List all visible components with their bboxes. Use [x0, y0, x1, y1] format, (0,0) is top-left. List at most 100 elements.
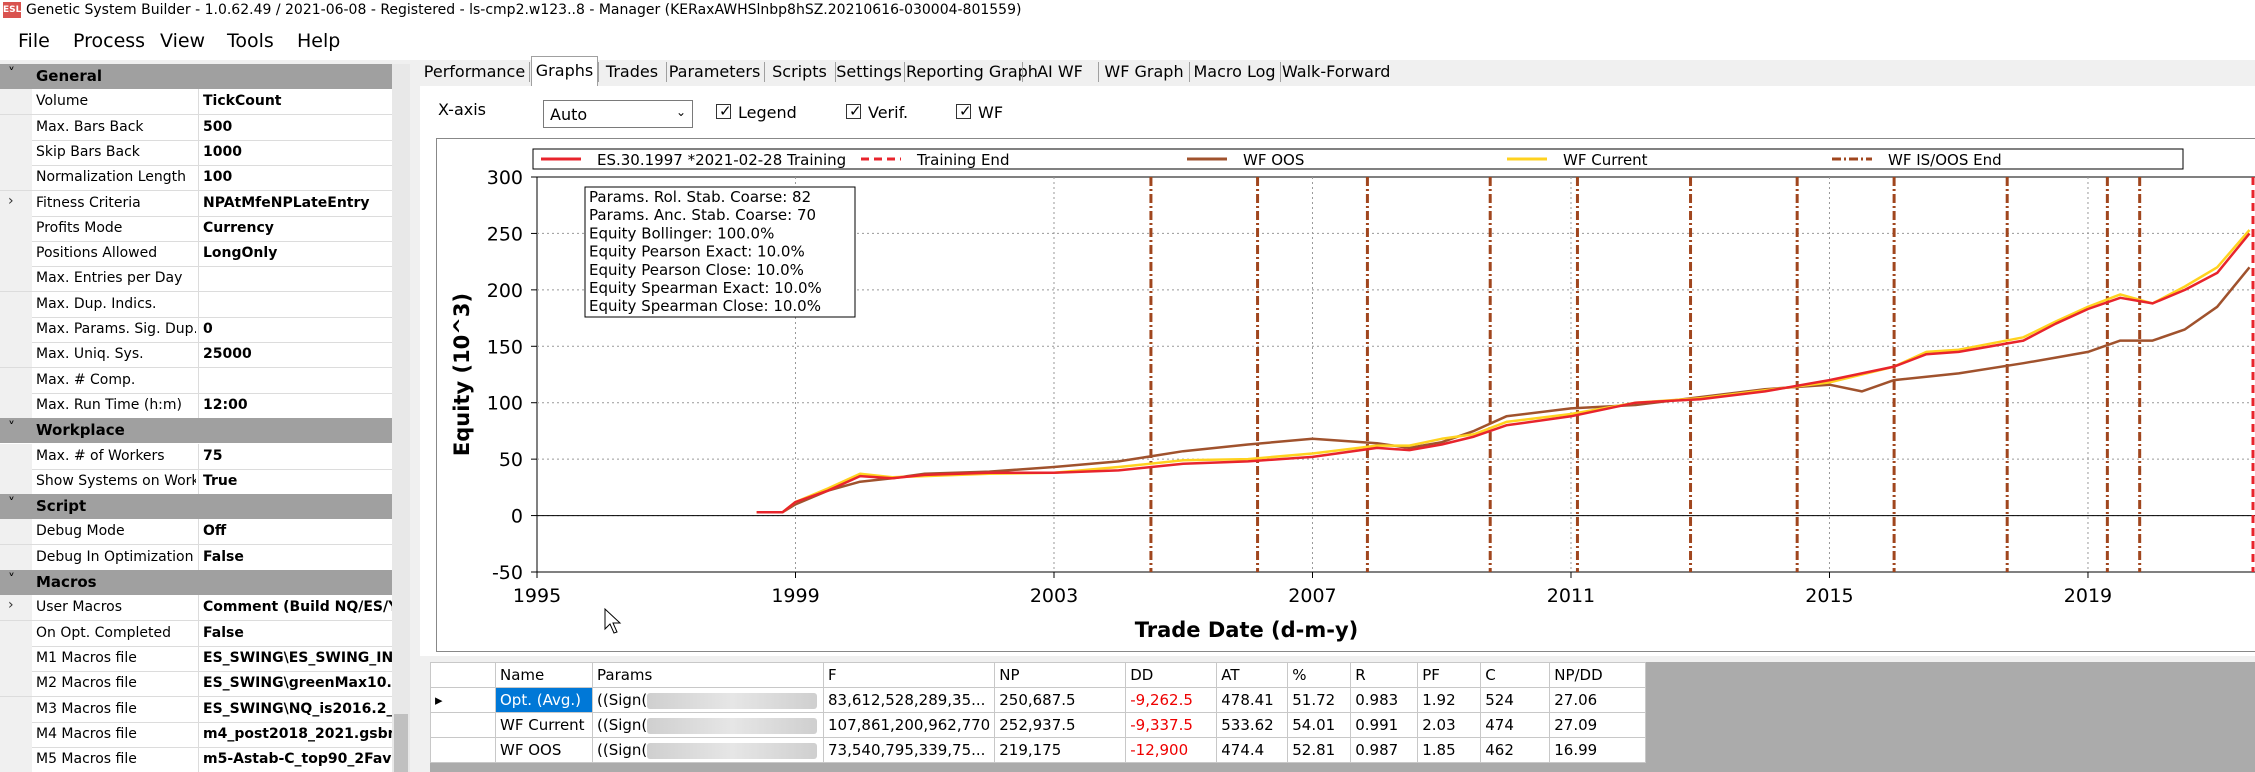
property-row[interactable]: › Fitness Criteria NPAtMfeNPLateEntry: [0, 190, 392, 217]
property-row[interactable]: Max. Dup. Indics.: [0, 291, 392, 318]
table-row[interactable]: WF OOS ((Sign(73,540,795,339,75... 219,175…: [430, 737, 1647, 763]
property-row[interactable]: On Opt. Completed False: [0, 620, 392, 647]
cell-name[interactable]: WF OOS: [495, 737, 593, 763]
tab-wf-graph[interactable]: WF Graph: [1104, 62, 1184, 81]
property-row[interactable]: M1 Macros file ES_SWING\ES_SWING_IN: [0, 645, 392, 672]
column-header[interactable]: NP: [994, 662, 1127, 688]
property-row[interactable]: Max. Uniq. Sys. 25000: [0, 342, 392, 369]
property-row[interactable]: Skip Bars Back 1000: [0, 139, 392, 166]
chevron-down-icon[interactable]: ˅: [8, 496, 15, 513]
tab-macro-log[interactable]: Macro Log: [1193, 62, 1276, 81]
cell-c[interactable]: 524: [1480, 687, 1551, 713]
property-row[interactable]: Debug In Optimization False: [0, 544, 392, 571]
property-row[interactable]: Max. Params. Sig. Dup. 0: [0, 317, 392, 343]
tab-scripts[interactable]: Scripts: [772, 62, 827, 81]
cell-f[interactable]: 83,612,528,289,35...: [822, 687, 996, 713]
property-value[interactable]: m4_post2018_2021.gsbm: [198, 721, 392, 747]
cell-r[interactable]: 0.987: [1350, 737, 1419, 763]
menu-help[interactable]: Help: [297, 30, 341, 52]
cell-f[interactable]: 73,540,795,339,75...: [822, 737, 996, 763]
cell-c[interactable]: 474: [1480, 712, 1551, 738]
category-workplace[interactable]: ˅ Workplace: [0, 418, 392, 444]
column-header[interactable]: R: [1350, 662, 1419, 688]
property-row[interactable]: Positions Allowed LongOnly: [0, 241, 392, 268]
property-row[interactable]: Normalization Length 100: [0, 165, 392, 192]
column-header[interactable]: PF: [1417, 662, 1482, 688]
property-row[interactable]: M4 Macros file m4_post2018_2021.gsbm: [0, 721, 392, 748]
property-value[interactable]: ES_SWING\greenMax10.g: [198, 671, 392, 697]
property-value[interactable]: True: [198, 468, 392, 494]
property-value[interactable]: False: [198, 620, 392, 646]
property-value[interactable]: [198, 291, 392, 317]
column-header[interactable]: NP/DD: [1549, 662, 1647, 688]
cell-at[interactable]: 474.4: [1216, 737, 1289, 763]
property-value[interactable]: 12:00: [198, 392, 392, 418]
menu-tools[interactable]: Tools: [227, 30, 274, 52]
property-row[interactable]: M2 Macros file ES_SWING\greenMax10.g: [0, 671, 392, 698]
property-row[interactable]: Debug Mode Off: [0, 519, 392, 546]
cell-npdd[interactable]: 27.06: [1549, 687, 1647, 713]
cell-f[interactable]: 107,861,200,962,770: [822, 712, 996, 738]
property-row[interactable]: M5 Macros file m5-Astab-C_top90_2FavD: [0, 747, 392, 772]
cell-pf[interactable]: 1.85: [1417, 737, 1482, 763]
property-value[interactable]: 0: [198, 317, 392, 342]
chevron-right-icon[interactable]: ›: [8, 597, 14, 614]
column-header[interactable]: AT: [1216, 662, 1289, 688]
cell-dd[interactable]: -12,900: [1125, 737, 1218, 763]
tab-walk-forward[interactable]: Walk-Forward: [1282, 62, 1391, 81]
cell-at[interactable]: 533.62: [1216, 712, 1289, 738]
property-value[interactable]: 75: [198, 443, 392, 469]
property-grid-scrollbar[interactable]: [392, 64, 410, 772]
column-header[interactable]: %: [1287, 662, 1352, 688]
chevron-down-icon[interactable]: ˅: [8, 66, 15, 82]
cell-np[interactable]: 252,937.5: [994, 712, 1127, 738]
cell-params[interactable]: ((Sign(: [592, 737, 824, 763]
cell-pf[interactable]: 1.92: [1417, 687, 1482, 713]
cell-c[interactable]: 462: [1480, 737, 1551, 763]
tab-performance[interactable]: Performance: [423, 62, 526, 81]
property-row[interactable]: Max. Run Time (h:m) 12:00: [0, 392, 392, 419]
cell-at[interactable]: 478.41: [1216, 687, 1289, 713]
cell-dd[interactable]: -9,262.5: [1125, 687, 1218, 713]
property-value[interactable]: Comment (Build NQ/ES/Y: [198, 595, 392, 621]
tab-reporting-graph[interactable]: Reporting Graph: [906, 62, 1038, 81]
property-value[interactable]: ES_SWING\ES_SWING_IN: [198, 645, 392, 671]
tab-ai-wf[interactable]: AI WF: [1037, 62, 1083, 81]
property-value[interactable]: m5-Astab-C_top90_2FavD: [198, 747, 392, 772]
column-header[interactable]: DD: [1125, 662, 1218, 688]
cell-np[interactable]: 219,175: [994, 737, 1127, 763]
property-value[interactable]: Currency: [198, 215, 392, 241]
property-row[interactable]: Max. # of Workers 75: [0, 443, 392, 470]
table-row[interactable]: WF Current ((Sign(107,861,200,962,770 252,…: [430, 712, 1647, 738]
property-value[interactable]: LongOnly: [198, 241, 392, 267]
tab-trades[interactable]: Trades: [605, 62, 659, 81]
tab-settings[interactable]: Settings: [836, 62, 902, 81]
property-value[interactable]: TickCount: [198, 89, 392, 115]
property-row[interactable]: › User Macros Comment (Build NQ/ES/Y: [0, 595, 392, 622]
column-header[interactable]: Params: [592, 662, 824, 688]
column-header[interactable]: C: [1480, 662, 1551, 688]
property-value[interactable]: False: [198, 544, 392, 570]
category-macros[interactable]: ˅ Macros: [0, 570, 392, 595]
xaxis-select[interactable]: Auto ⌄: [543, 100, 693, 128]
cell-pct[interactable]: 52.81: [1287, 737, 1352, 763]
tab-graphs[interactable]: Graphs: [531, 56, 598, 87]
property-row[interactable]: Max. Entries per Day: [0, 266, 392, 293]
cell-params[interactable]: ((Sign(: [592, 687, 824, 713]
equity-chart[interactable]: 1995 1999 2003 2007 2011 2015 2019 -50 0 50 100 150…: [437, 139, 2255, 653]
menu-process[interactable]: Process: [73, 30, 146, 52]
chevron-right-icon[interactable]: ›: [8, 192, 14, 209]
cell-dd[interactable]: -9,337.5: [1125, 712, 1218, 738]
cell-pf[interactable]: 2.03: [1417, 712, 1482, 738]
property-value[interactable]: Off: [198, 519, 392, 545]
property-value[interactable]: 1000: [198, 139, 392, 165]
cell-np[interactable]: 250,687.5: [994, 687, 1127, 713]
property-row[interactable]: Volume TickCount: [0, 89, 392, 116]
property-row[interactable]: Max. Bars Back 500: [0, 114, 392, 141]
cell-r[interactable]: 0.991: [1350, 712, 1419, 738]
category-script[interactable]: ˅ Script: [0, 494, 392, 520]
property-row[interactable]: Profits Mode Currency: [0, 215, 392, 242]
property-value[interactable]: 500: [198, 114, 392, 140]
property-value[interactable]: 100: [198, 165, 392, 191]
property-row[interactable]: M3 Macros file ES_SWING\NQ_is2016.2_: [0, 696, 392, 723]
